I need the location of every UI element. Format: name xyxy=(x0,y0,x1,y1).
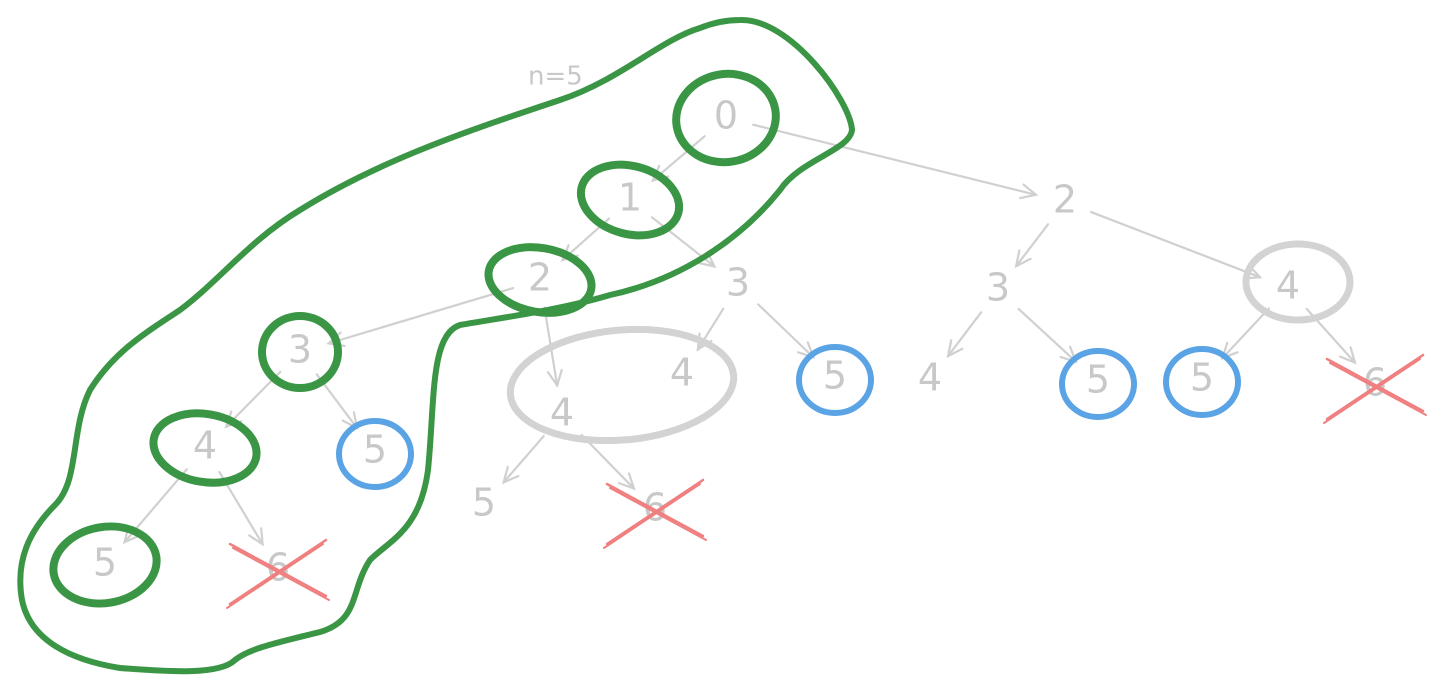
blue-base-case-circle xyxy=(796,344,874,416)
diagram-title: n=5 xyxy=(528,62,583,92)
tree-node-label: 4 xyxy=(193,424,217,468)
green-path-circle xyxy=(672,69,780,167)
tree-node-label: 5 xyxy=(472,481,496,525)
tree-node-label: 5 xyxy=(1190,356,1214,400)
red-cross-mark xyxy=(603,478,707,549)
tree-node-label: 1 xyxy=(618,176,642,220)
tree-node-label: 0 xyxy=(714,94,738,138)
tree-node-label: 3 xyxy=(986,266,1010,310)
green-path-circle xyxy=(149,409,261,487)
edges-layer xyxy=(122,123,1357,547)
tree-node-label: 4 xyxy=(1276,264,1300,308)
green-path-circle xyxy=(258,312,342,392)
tree-node-label: 5 xyxy=(363,428,387,472)
tree-edge xyxy=(757,303,816,359)
tree-edge xyxy=(946,311,983,359)
blue-base-case-circle xyxy=(1059,348,1137,420)
green-path-circle xyxy=(576,160,684,240)
tree-edge xyxy=(1014,223,1050,269)
tree-edge xyxy=(752,123,1039,200)
blue-base-case-circle xyxy=(336,418,414,490)
marks-over-layer xyxy=(49,69,1427,609)
marks-under-layer xyxy=(17,16,855,675)
tree-node-label: 3 xyxy=(288,328,312,372)
tree-edge xyxy=(1090,210,1263,280)
tree-edge xyxy=(1017,307,1078,364)
green-path-circle xyxy=(484,243,596,317)
tree-node-label: 3 xyxy=(726,261,750,305)
tree-edge xyxy=(580,433,636,491)
tree-edge xyxy=(1220,307,1270,360)
tree-node-label: 4 xyxy=(670,351,694,395)
tree-node-label: 2 xyxy=(1053,178,1077,222)
red-cross-mark xyxy=(1323,353,1427,424)
tree-node-label: 4 xyxy=(918,356,942,400)
gray-memo-circle xyxy=(1242,240,1354,324)
tree-edge xyxy=(326,286,515,348)
tree-node-label: 5 xyxy=(93,541,117,585)
tree-node-label: 2 xyxy=(528,256,552,300)
red-cross-mark xyxy=(226,538,330,609)
tree-node-label: 5 xyxy=(1086,358,1110,402)
green-path-circle xyxy=(49,522,161,608)
gray-memo-circle xyxy=(506,325,738,445)
tree-node-label: 4 xyxy=(550,391,574,435)
blue-base-case-circle xyxy=(1163,346,1241,418)
green-memo-region xyxy=(17,16,855,675)
tree-node-label: 5 xyxy=(823,354,847,398)
tree-edge xyxy=(501,435,545,485)
